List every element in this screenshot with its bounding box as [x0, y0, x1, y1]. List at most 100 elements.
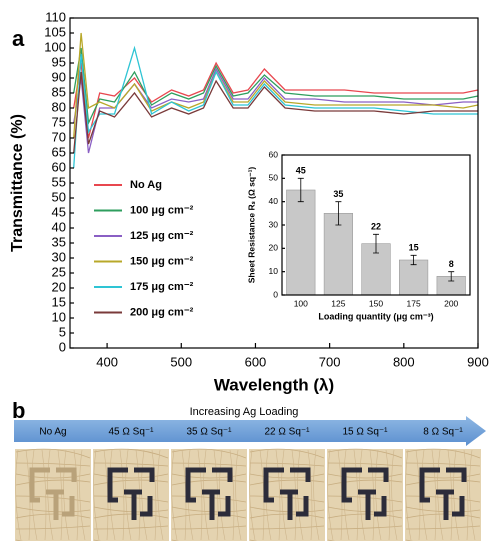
- y-tick-label: 90: [52, 69, 66, 84]
- electrode: [436, 489, 454, 520]
- strip-label: No Ag: [39, 427, 66, 438]
- y-tick-label: 10: [269, 266, 279, 276]
- leaf-vein: [453, 449, 460, 541]
- leaf-vein: [463, 449, 469, 541]
- leaf-vein: [327, 448, 403, 459]
- leaf-vein: [229, 449, 235, 541]
- x-axis-title: Wavelength (λ): [214, 375, 334, 394]
- y-tick-label: 0: [273, 289, 278, 299]
- leaf-vein: [119, 449, 125, 541]
- leaf-vein: [47, 449, 54, 541]
- strip-label: 45 Ω Sq⁻¹: [109, 427, 155, 438]
- y-tick-label: 95: [52, 54, 66, 69]
- leaf-vein: [313, 449, 320, 541]
- leaf-vein: [249, 525, 325, 530]
- strip-label: 8 Ω Sq⁻¹: [423, 427, 463, 438]
- leaf-vein: [15, 525, 91, 530]
- leaf-photo: [15, 448, 91, 541]
- electrode: [280, 489, 298, 520]
- series-line: [73, 67, 478, 154]
- plot-lines: [73, 32, 478, 169]
- panel-label: a: [12, 26, 25, 51]
- electrode: [419, 467, 440, 503]
- bar: [399, 259, 429, 296]
- leaf-vein: [93, 479, 169, 486]
- x-tick-label: 100: [294, 298, 308, 308]
- y-tick-label: 40: [52, 219, 66, 234]
- leaf-vein: [15, 479, 91, 486]
- leaf-vein: [307, 449, 313, 541]
- leaf-vein: [15, 449, 22, 541]
- x-tick-label: 175: [407, 298, 421, 308]
- leaf-vein: [291, 449, 297, 541]
- y-tick-label: 25: [52, 264, 66, 279]
- legend-label: 125 μg cm⁻²: [130, 230, 194, 242]
- leaf-vein: [63, 449, 70, 541]
- bar: [286, 189, 316, 296]
- legend-label: 150 μg cm⁻²: [130, 255, 194, 267]
- leaf-vein: [197, 449, 203, 541]
- leaf-vein: [15, 462, 91, 467]
- x-tick-label: 800: [393, 354, 415, 369]
- electrode: [107, 467, 128, 503]
- error-bar: [410, 254, 417, 266]
- leaf-vein: [135, 449, 141, 541]
- leaf-vein: [327, 473, 403, 479]
- x-tick-label: 700: [319, 354, 341, 369]
- leaf-vein: [249, 449, 256, 541]
- leaf-vein: [79, 449, 86, 541]
- leaf-vein: [93, 473, 169, 479]
- leaf-vein: [353, 449, 359, 541]
- loading-arrow: [14, 416, 486, 446]
- error-bar: [448, 271, 455, 282]
- leaf-vein: [73, 449, 79, 541]
- y-tick-label: 50: [52, 189, 66, 204]
- leaf-vein: [171, 473, 247, 479]
- electrode: [202, 489, 220, 520]
- electrode: [368, 467, 389, 482]
- leaf-vein: [249, 462, 325, 467]
- electrode: [341, 467, 362, 503]
- y-tick-label: 80: [52, 99, 66, 114]
- strip-label: 35 Ω Sq⁻¹: [187, 427, 233, 438]
- electrode: [446, 467, 467, 482]
- series-line: [73, 71, 478, 154]
- leaf-vein: [297, 449, 304, 541]
- leaf-vein: [447, 449, 453, 541]
- leaf-vein: [391, 449, 398, 541]
- electrode: [452, 496, 465, 517]
- leaf-vein: [405, 462, 481, 467]
- leaf-vein: [15, 473, 91, 479]
- strip-label: 22 Ω Sq⁻¹: [265, 427, 311, 438]
- electrode: [358, 489, 376, 520]
- leaf-vein: [171, 449, 178, 541]
- leaf-vein: [327, 462, 403, 467]
- leaf-vein: [93, 449, 100, 541]
- series-line: [73, 61, 478, 139]
- leaf-vein: [235, 449, 242, 541]
- y-tick-label: 100: [44, 39, 66, 54]
- y-tick-label: 85: [52, 84, 66, 99]
- leaf-vein: [141, 449, 148, 541]
- data-label: 8: [449, 259, 454, 269]
- y-tick-label: 75: [52, 114, 66, 129]
- error-bar: [297, 177, 304, 203]
- x-tick-label: 500: [170, 354, 192, 369]
- leaf-vein: [431, 449, 437, 541]
- electrode: [124, 489, 142, 520]
- electrode: [290, 467, 311, 482]
- leaf-vein: [125, 449, 132, 541]
- leaf-vein: [171, 525, 247, 530]
- leaf-photo: [171, 448, 247, 541]
- y-tick-label: 45: [52, 204, 66, 219]
- y-tick-label: 50: [269, 173, 279, 183]
- x-tick-label: 125: [331, 298, 345, 308]
- leaf-vein: [327, 479, 403, 486]
- data-label: 15: [409, 243, 419, 253]
- leaf-vein: [281, 449, 288, 541]
- series-line: [73, 32, 478, 139]
- leaf-vein: [203, 449, 210, 541]
- leaf-vein: [375, 449, 382, 541]
- electrode: [185, 467, 206, 503]
